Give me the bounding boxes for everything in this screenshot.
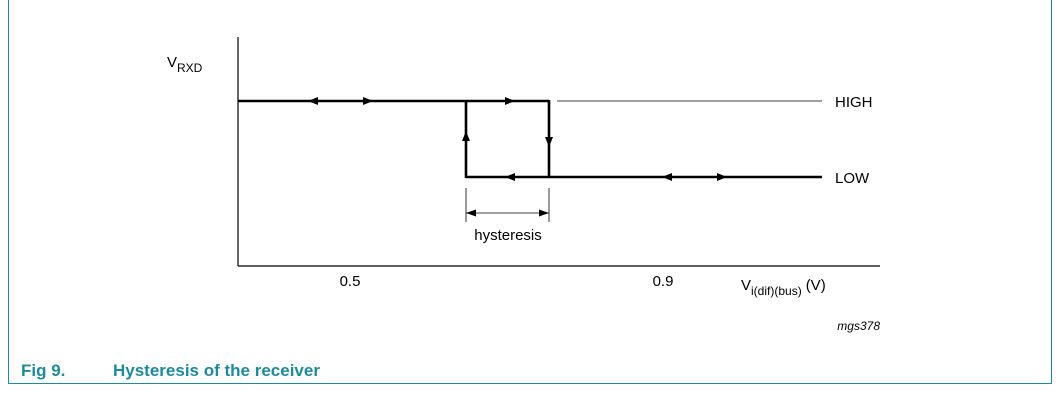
figure-title: Hysteresis of the receiver bbox=[113, 361, 320, 380]
hysteresis-label: hysteresis bbox=[474, 227, 542, 244]
arrow-right-icon bbox=[363, 97, 373, 105]
low-label: LOW bbox=[835, 170, 870, 187]
arrow-left-icon bbox=[466, 209, 476, 217]
arrow-left-icon bbox=[662, 173, 672, 181]
x-tick-label: 0.9 bbox=[653, 273, 674, 290]
figure-caption: Fig 9. Hysteresis of the receiver bbox=[21, 361, 320, 381]
arrow-down-icon bbox=[545, 137, 553, 147]
y-axis-label: VRXD bbox=[167, 54, 203, 75]
arrow-right-icon bbox=[505, 97, 515, 105]
figure-frame bbox=[8, 0, 1052, 384]
arrow-left-icon bbox=[308, 97, 318, 105]
figure-number: Fig 9. bbox=[21, 361, 66, 380]
arrow-right-icon bbox=[539, 209, 549, 217]
figure-code: mgs378 bbox=[837, 319, 880, 333]
high-label: HIGH bbox=[835, 94, 873, 111]
arrow-right-icon bbox=[717, 173, 727, 181]
arrow-up-icon bbox=[462, 131, 470, 141]
arrow-left-icon bbox=[505, 173, 515, 181]
x-tick-label: 0.5 bbox=[340, 273, 361, 290]
x-axis-label: Vi(dif)(bus) (V) bbox=[741, 277, 826, 298]
